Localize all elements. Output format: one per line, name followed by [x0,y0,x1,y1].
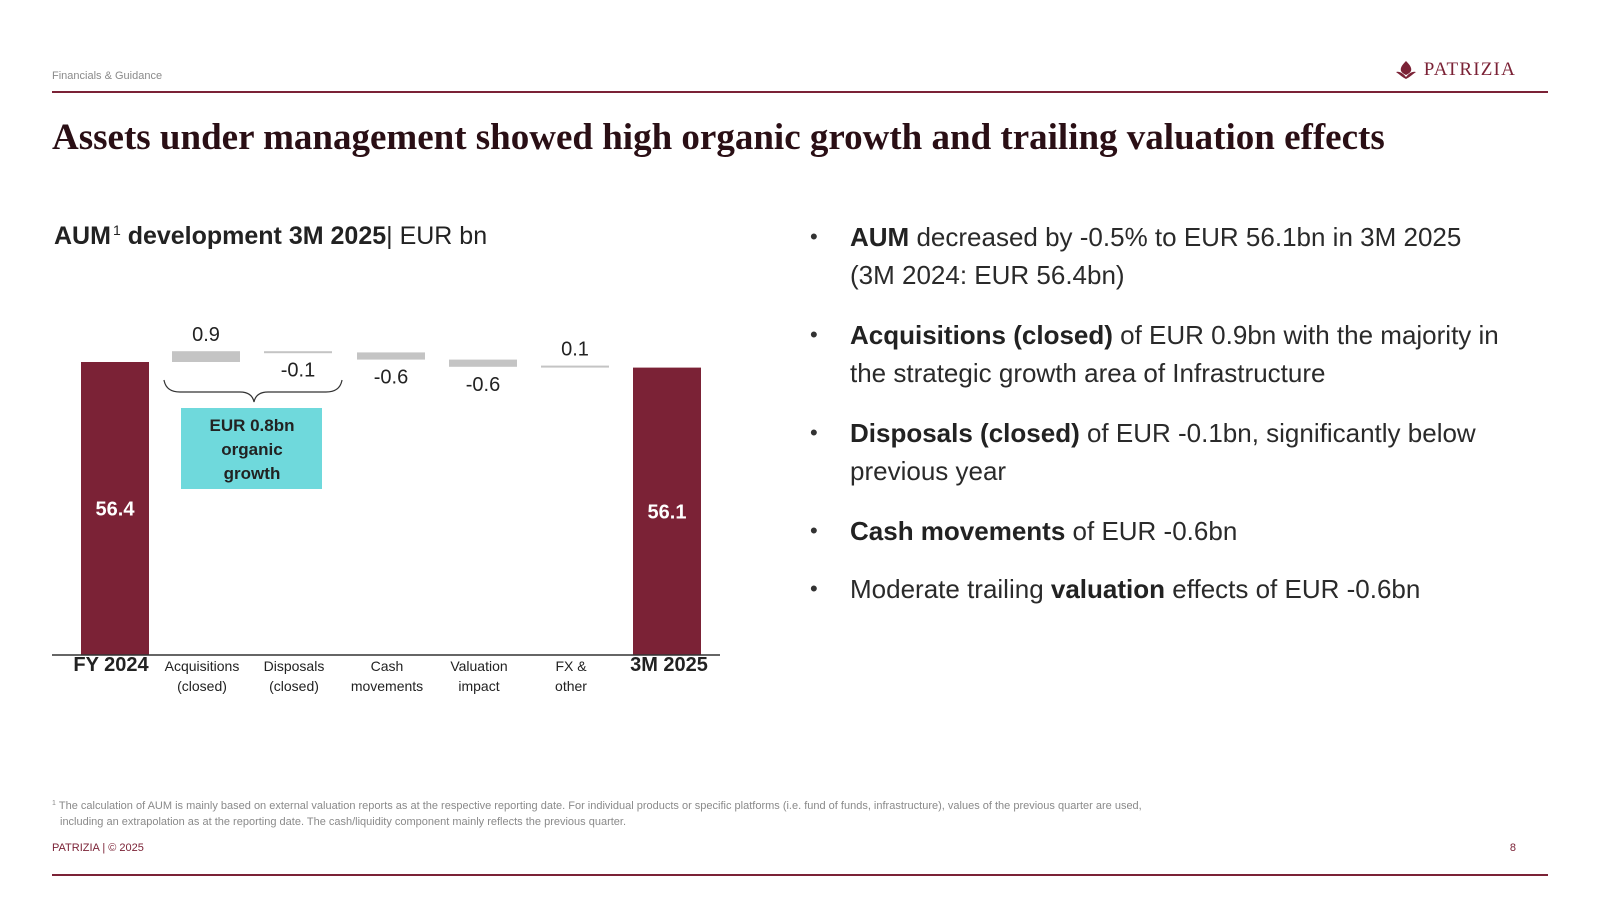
x-tick-label-4-line-2: movements [351,678,423,694]
bullet-4-part-2: of EUR -0.6bn [1065,516,1238,546]
chart-title-footnote-marker: 1 [112,222,121,238]
organic-growth-callout-line-1: EUR 0.8bn [209,416,294,435]
bullet-5-part-1: Moderate trailing [850,574,1051,604]
chart-title-metric: AUM [54,222,111,250]
organic-growth-bracket [163,379,343,403]
key-points-list: AUM decreased by -0.5% to EUR 56.1bn in … [810,218,1510,628]
page-number: 8 [1509,842,1516,854]
footnote-text-line-1: The calculation of AUM is mainly based o… [58,800,1142,812]
x-tick-label-2-line-1: Acquisitions [165,658,240,674]
bar-total-7 [633,367,701,655]
footer-divider [52,874,1548,876]
x-tick-label-5-line-1: Valuation [450,658,507,674]
bullet-item-1: AUM decreased by -0.5% to EUR 56.1bn in … [810,218,1510,294]
organic-growth-callout [181,408,322,489]
bar-value-label-4: -0.6 [374,367,408,389]
bullet-5-part-2: valuation [1050,574,1166,604]
aum-waterfall-chart: 56.4 0.9 -0.1 -0.6 -0.6 0.1 56.1 FY 2024 Acquisi… [52,324,720,694]
bullet-1-part-1: AUM [850,222,910,252]
patrizia-logo-text: PATRIZIA [1423,59,1516,80]
bar-delta-2 [172,351,240,362]
bar-value-label-7: 56.1 [648,501,687,523]
bullet-5-part-3: effects of EUR -0.6bn [1165,574,1421,604]
bar-value-label-6: 0.1 [561,339,589,361]
bullet-2-part-1: Acquisitions (closed) [850,320,1113,350]
bullet-3-part-2: of EUR -0.1bn, significantly below previ… [850,418,1476,486]
x-tick-label-2-line-2: (closed) [177,678,227,694]
bullet-item-4: Cash movements of EUR -0.6bn [810,512,1510,550]
footnote-marker: 1 [52,800,56,807]
patrizia-logo[interactable]: PATRIZIA [1395,59,1516,81]
page-title: Assets under management showed high orga… [52,117,1385,158]
bar-total-1 [81,362,149,655]
chart-title-separator: | [386,222,393,250]
bar-value-label-3: -0.1 [281,359,315,381]
x-tick-label-1: FY 2024 [73,654,149,676]
bar-value-label-5: -0.6 [466,374,500,396]
bullet-4-part-1: Cash movements [850,516,1066,546]
header-divider [52,91,1548,93]
bullet-3-part-1: Disposals (closed) [850,418,1080,448]
x-tick-label-3-line-1: Disposals [264,658,325,674]
bar-delta-4 [357,352,425,360]
footnote: 1 The calculation of AUM is mainly based … [52,796,1352,830]
bullet-item-5: Moderate trailing valuation effects of E… [810,570,1510,608]
x-tick-label-4-line-1: Cash [371,658,404,674]
x-tick-label-6-line-2: other [555,678,587,694]
bar-delta-3 [264,351,332,354]
bar-delta-6 [541,365,609,368]
footer-copyright: PATRIZIA | © 2025 [52,842,144,854]
bullet-item-3: Disposals (closed) of EUR -0.1bn, signif… [810,414,1510,490]
organic-growth-callout-line-3: growth [224,464,281,483]
bar-value-label-2: 0.9 [192,324,220,346]
bar-delta-5 [449,359,517,367]
bullet-1-part-2: decreased by -0.5% to EUR 56.1bn in 3M 2… [850,222,1462,290]
bullet-2-part-2: of EUR 0.9bn with the majority in the st… [850,320,1499,388]
x-tick-label-7: 3M 2025 [630,654,708,676]
footnote-text-line-2: including an extrapolation as at the rep… [60,816,627,828]
x-tick-label-5-line-2: impact [458,678,499,694]
bar-value-label-1: 56.4 [96,499,136,521]
chart-title: AUM 1 development 3M 2025| EUR bn [54,222,487,251]
x-tick-label-6-line-1: FX & [555,658,587,674]
section-label: Financials & Guidance [52,70,163,82]
organic-growth-callout-line-2: organic [221,440,282,459]
patrizia-logo-icon [1395,61,1416,79]
chart-title-period: development 3M 2025 [127,222,387,250]
bullet-item-2: Acquisitions (closed) of EUR 0.9bn with … [810,316,1510,392]
chart-title-unit: EUR bn [399,222,488,250]
x-tick-label-3-line-2: (closed) [269,678,319,694]
